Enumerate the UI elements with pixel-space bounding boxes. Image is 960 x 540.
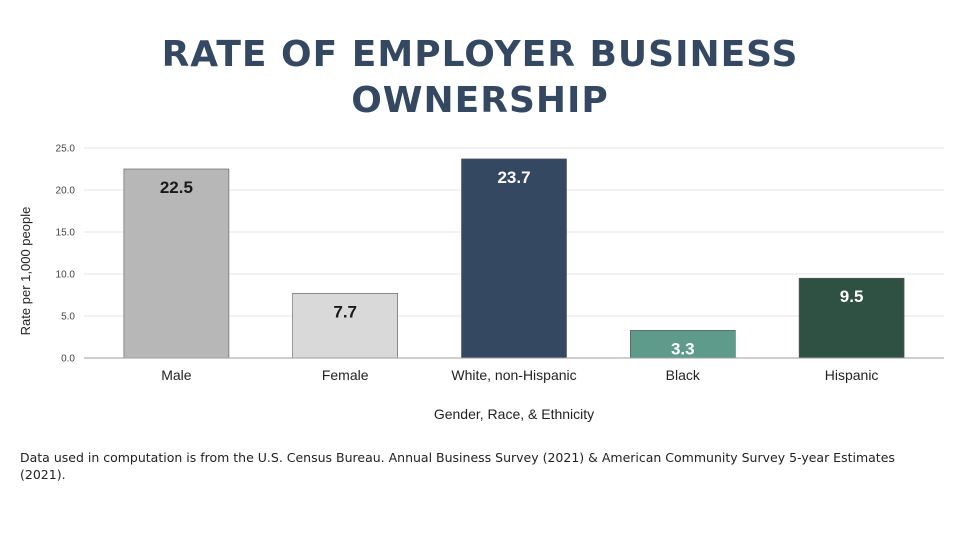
x-tick-label: Black [666, 367, 701, 383]
y-tick-label: 20.0 [56, 186, 76, 197]
y-axis-ticks: 0.0 5.0 10.0 15.0 20.0 25.0 [56, 144, 76, 365]
bar [123, 168, 230, 359]
x-tick-label: Hispanic [825, 367, 879, 383]
y-tick-label: 25.0 [56, 144, 76, 155]
y-tick-label: 5.0 [61, 312, 75, 323]
title-line-2: OWNERSHIP [351, 80, 609, 121]
chart-title: RATE OF EMPLOYER BUSINESS OWNERSHIP [0, 32, 960, 124]
bar-chart: 0.0 5.0 10.0 15.0 20.0 25.0 22.5 7.7 23.7 3.3 9.5… [18, 144, 944, 422]
data-label: 9.5 [840, 287, 864, 306]
y-axis-label: Rate per 1,000 people [18, 207, 33, 336]
y-tick-label: 0.0 [61, 354, 75, 365]
bar [798, 277, 905, 359]
x-axis-label: Gender, Race, & Ethnicity [434, 406, 594, 422]
data-label: 22.5 [160, 178, 193, 197]
data-label: 23.7 [497, 168, 530, 187]
title-line-1: RATE OF EMPLOYER BUSINESS [161, 34, 799, 75]
x-tick-label: Female [322, 367, 369, 383]
bar [292, 293, 399, 359]
x-tick-label: White, non-Hispanic [451, 367, 576, 383]
data-label: 3.3 [671, 339, 695, 358]
y-tick-label: 15.0 [56, 228, 76, 239]
data-label: 7.7 [333, 302, 357, 321]
source-footnote: Data used in computation is from the U.S… [20, 450, 895, 482]
x-axis-ticks: Male Female White, non-Hispanic Black Hispan… [161, 367, 878, 383]
y-tick-label: 10.0 [56, 270, 76, 281]
x-tick-label: Male [161, 367, 192, 383]
bars: 22.5 7.7 23.7 3.3 9.5 [123, 158, 905, 359]
bar [461, 158, 567, 359]
